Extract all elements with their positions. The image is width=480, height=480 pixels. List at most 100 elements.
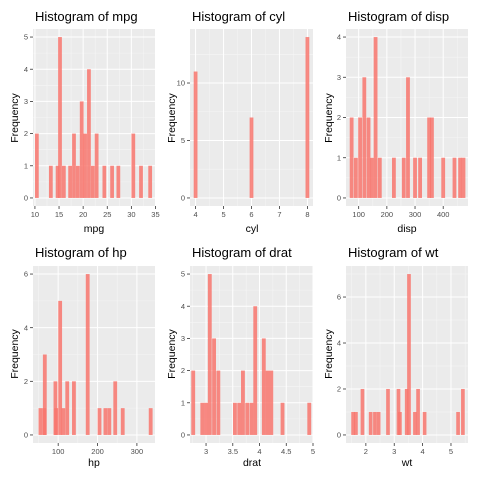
x-tick-label: 4 [257, 447, 261, 456]
y-tick-label: 5 [24, 33, 28, 42]
histogram-bar [413, 411, 417, 435]
x-axis-label: disp [397, 223, 416, 235]
histogram-bar [368, 411, 373, 435]
histogram-bar [79, 101, 84, 198]
histogram-bar [75, 165, 80, 198]
y-tick-label: 2 [337, 113, 341, 122]
y-tick-label: 4 [337, 33, 341, 42]
histogram-bar [305, 37, 310, 198]
histogram-bar [68, 165, 73, 198]
y-axis-label: Frequency [323, 328, 335, 378]
x-tick-label: 5 [449, 447, 453, 456]
histogram-bar [58, 37, 62, 198]
histogram-bar [461, 388, 465, 435]
y-tick-label: 1 [181, 398, 185, 407]
histogram-bar [452, 157, 457, 198]
y-axis-label: Frequency [9, 92, 21, 142]
chart-title: Histogram of mpg [35, 9, 138, 24]
histogram-bar [87, 69, 91, 198]
histogram-bar [85, 274, 90, 435]
histogram-bar [48, 165, 53, 198]
y-tick-label: 3 [24, 97, 28, 106]
x-tick-label: 3 [204, 447, 208, 456]
histogram-bar [232, 402, 237, 435]
histogram-bar [97, 408, 102, 435]
y-axis-label: Frequency [166, 92, 178, 142]
histogram-bar [83, 133, 87, 198]
y-tick-label: 0 [181, 194, 185, 203]
y-tick-label: 4 [24, 65, 28, 74]
histogram-bar [65, 381, 70, 435]
histogram-bar [354, 411, 358, 435]
y-tick-label: 5 [181, 136, 185, 145]
histogram-bar [113, 381, 118, 435]
histogram-bar [107, 408, 112, 435]
histogram-bar [249, 402, 254, 435]
histogram-bar [116, 165, 121, 198]
histogram-bar [441, 157, 446, 198]
histogram-bar [38, 408, 43, 435]
y-tick-label: 2 [181, 366, 185, 375]
y-tick-label: 4 [24, 323, 28, 332]
histogram-bar [249, 117, 254, 198]
histogram-bar [353, 157, 358, 198]
x-axis-label: cyl [246, 223, 259, 235]
x-tick-label: 100 [52, 447, 65, 456]
histogram-bar [207, 274, 212, 435]
x-tick-label: 300 [409, 210, 422, 219]
histogram-bar [110, 165, 114, 198]
y-tick-label: 0 [181, 431, 185, 440]
chart-title: Histogram of cyl [192, 9, 285, 24]
y-tick-label: 0 [24, 194, 28, 203]
chart-title: Histogram of wt [348, 245, 439, 260]
histogram-bar [61, 408, 66, 435]
y-tick-label: 3 [337, 73, 341, 82]
y-tick-label: 4 [337, 339, 341, 348]
histogram-bar [456, 411, 460, 435]
histogram-bar [376, 411, 381, 435]
histogram-bar [269, 370, 274, 435]
histogram-bar [351, 411, 355, 435]
histogram-panel-drat: 0 1 2 3 4 5 3 3.5 4 4.5 5 Histogram of drat drat Freq… [166, 245, 315, 469]
x-tick-label: 400 [437, 210, 450, 219]
x-tick-label: 30 [127, 210, 135, 219]
histogram-bar [193, 71, 198, 198]
histogram-bar [362, 77, 367, 198]
histogram-panel-mpg: 0 1 2 3 4 5 10 15 20 25 30 35 Histogram of mpg mpg Fre… [9, 9, 160, 235]
x-tick-label: 4 [421, 447, 425, 456]
x-tick-label: 4 [194, 210, 198, 219]
histogram-bar [427, 117, 432, 198]
x-tick-label: 3 [392, 447, 396, 456]
x-tick-label: 4.5 [281, 447, 291, 456]
histogram-bar [373, 411, 377, 435]
y-tick-label: 2 [24, 377, 28, 386]
y-tick-label: 2 [24, 129, 28, 138]
histogram-bar [34, 133, 39, 198]
x-axis-label: hp [88, 457, 100, 469]
histogram-bar [139, 165, 143, 198]
y-tick-label: 0 [24, 431, 28, 440]
histogram-bar [461, 157, 466, 198]
histogram-bar [54, 408, 59, 435]
histogram-bar [401, 157, 406, 198]
y-tick-label: 5 [181, 270, 185, 279]
y-tick-label: 1 [337, 153, 341, 162]
histogram-bar [237, 402, 242, 435]
histogram-bar [404, 388, 409, 435]
x-tick-label: 300 [131, 447, 144, 456]
histogram-bar [349, 117, 354, 198]
y-tick-label: 10 [177, 79, 185, 88]
histogram-bar [102, 165, 107, 198]
histogram-bar [90, 165, 95, 198]
x-tick-label: 35 [151, 210, 159, 219]
histogram-bar [413, 157, 417, 198]
x-tick-label: 200 [381, 210, 394, 219]
histogram-bar [94, 133, 99, 198]
histogram-bar [391, 157, 396, 198]
histogram-bar [377, 157, 382, 198]
histogram-bar [265, 370, 270, 435]
histogram-bar [386, 388, 390, 435]
y-axis-label: Frequency [323, 92, 335, 142]
histogram-bar [358, 117, 362, 198]
